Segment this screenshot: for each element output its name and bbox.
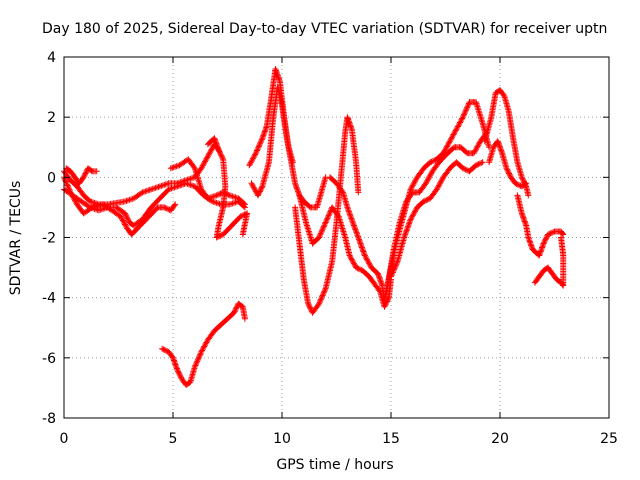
series-track-s: [531, 234, 567, 289]
series-track-l: [327, 174, 388, 304]
y-axis-label: SDTVAR / TECUs: [8, 181, 24, 296]
y-tick-label: 4: [47, 50, 56, 66]
series-track-n: [383, 129, 490, 295]
series-track-q: [486, 138, 530, 190]
x-tick-label: 25: [600, 431, 618, 447]
series-track-i: [248, 84, 329, 211]
y-tick-label: -4: [42, 291, 56, 307]
series-track-m: [381, 99, 493, 304]
x-tick-label: 5: [169, 431, 178, 447]
series-track-o: [388, 159, 486, 280]
point-markers: [383, 129, 490, 295]
point-markers: [63, 165, 100, 187]
axis-ticks: 0 5 10 15 20 25 -8 -6 -4 -2 0 2 4: [42, 50, 618, 447]
data-points: [61, 66, 567, 388]
y-tick-label: -8: [42, 411, 56, 427]
point-markers: [327, 174, 388, 304]
point-markers: [531, 234, 567, 289]
point-markers: [381, 99, 493, 304]
point-markers: [204, 135, 251, 241]
x-tick-label: 20: [491, 431, 509, 447]
y-tick-label: 0: [47, 170, 56, 186]
y-tick-label: -2: [42, 231, 56, 247]
point-markers: [296, 192, 394, 310]
x-tick-label: 0: [60, 431, 69, 447]
point-markers: [514, 192, 567, 259]
chart-title: Day 180 of 2025, Sidereal Day-to-day VTE…: [42, 21, 607, 37]
series-track-r: [514, 192, 567, 259]
series-track-p: [481, 87, 532, 199]
series-track-k: [296, 192, 394, 310]
x-tick-label: 15: [382, 431, 400, 447]
point-markers: [159, 300, 248, 388]
y-tick-label: -6: [42, 351, 56, 367]
point-markers: [388, 159, 486, 280]
series-track-g: [159, 300, 248, 388]
x-tick-label: 10: [273, 431, 291, 447]
point-markers: [486, 138, 530, 190]
point-markers: [481, 87, 532, 199]
series-track-d: [63, 165, 100, 187]
point-markers: [248, 84, 329, 211]
x-axis-label: GPS time / hours: [276, 457, 393, 473]
series-track-f: [204, 135, 251, 241]
y-tick-label: 2: [47, 110, 56, 126]
